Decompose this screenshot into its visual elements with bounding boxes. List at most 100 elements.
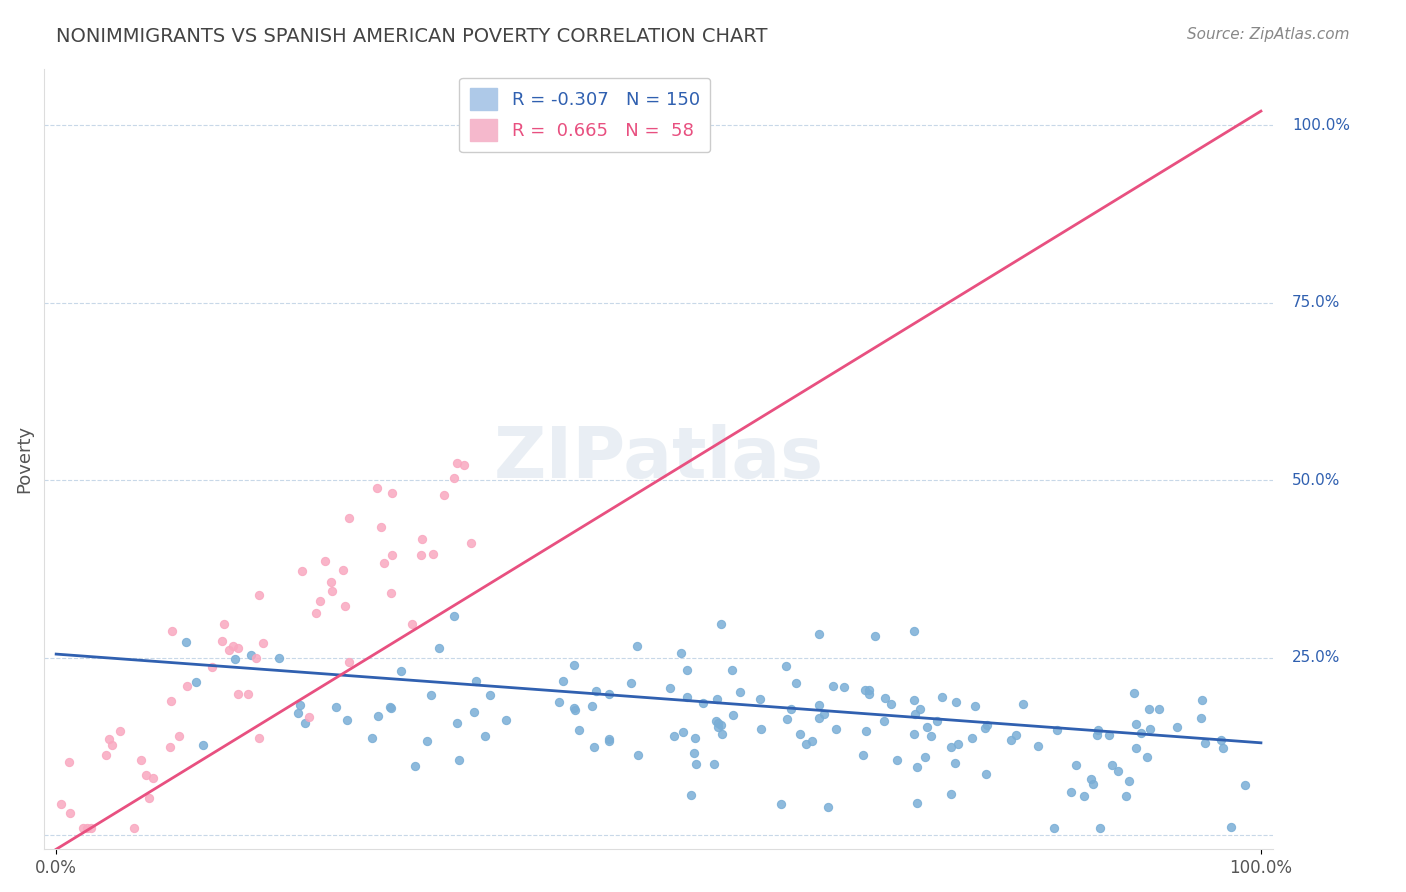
Point <box>675 664 697 678</box>
Point <box>1122 686 1144 700</box>
Point <box>159 739 181 754</box>
Point <box>1147 702 1170 716</box>
Point <box>710 617 733 632</box>
Point <box>419 688 441 702</box>
Point <box>562 658 585 673</box>
Point <box>598 687 620 701</box>
Point <box>80 821 103 835</box>
Point <box>672 725 695 739</box>
Point <box>319 574 342 589</box>
Point <box>785 676 807 690</box>
Point <box>598 732 620 747</box>
Point <box>769 797 792 811</box>
Point <box>495 713 517 727</box>
Point <box>915 720 938 734</box>
Point <box>108 723 131 738</box>
Point <box>683 746 706 760</box>
Point <box>598 734 620 748</box>
Point <box>1191 693 1213 707</box>
Point <box>704 714 727 728</box>
Point <box>1060 785 1083 799</box>
Point <box>422 547 444 561</box>
Point <box>49 797 72 811</box>
Point <box>447 753 470 767</box>
Point <box>706 691 728 706</box>
Point <box>675 690 697 705</box>
Point <box>903 624 925 638</box>
Point <box>685 757 707 772</box>
Point <box>808 698 831 713</box>
Point <box>378 700 401 714</box>
Point <box>160 694 183 708</box>
Point <box>411 533 433 547</box>
Point <box>252 636 274 650</box>
Point <box>1011 697 1033 711</box>
Point <box>692 696 714 710</box>
Point <box>671 646 693 660</box>
Point <box>903 693 925 707</box>
Point <box>1043 821 1066 835</box>
Point <box>873 714 896 729</box>
Point <box>823 679 845 693</box>
Point <box>184 674 207 689</box>
Point <box>305 606 328 620</box>
Point <box>1189 711 1212 725</box>
Point <box>433 487 456 501</box>
Point <box>562 700 585 714</box>
Point <box>76 821 98 835</box>
Point <box>236 687 259 701</box>
Point <box>858 682 880 697</box>
Point <box>401 617 423 632</box>
Point <box>138 791 160 805</box>
Point <box>239 648 262 662</box>
Point <box>226 687 249 701</box>
Point <box>389 664 412 678</box>
Point <box>245 651 267 665</box>
Point <box>1125 741 1147 756</box>
Point <box>813 707 835 722</box>
Point <box>865 629 887 643</box>
Point <box>564 702 586 716</box>
Text: 75.0%: 75.0% <box>1292 295 1340 310</box>
Point <box>904 706 927 721</box>
Point <box>1004 728 1026 742</box>
Point <box>373 556 395 570</box>
Point <box>309 594 332 608</box>
Point <box>853 682 876 697</box>
Point <box>945 695 967 709</box>
Point <box>707 720 730 734</box>
Point <box>960 731 983 746</box>
Text: ZIPatlas: ZIPatlas <box>494 425 824 493</box>
Point <box>1026 739 1049 753</box>
Point <box>404 758 426 772</box>
Point <box>463 705 485 719</box>
Legend: R = -0.307   N = 150, R =  0.665   N =  58: R = -0.307 N = 150, R = 0.665 N = 58 <box>460 78 710 153</box>
Point <box>124 821 146 835</box>
Point <box>1137 702 1160 716</box>
Point <box>381 486 404 500</box>
Point <box>298 710 321 724</box>
Point <box>1080 772 1102 787</box>
Point <box>855 724 877 739</box>
Point <box>626 639 648 653</box>
Point <box>711 727 734 741</box>
Point <box>1125 717 1147 731</box>
Text: 25.0%: 25.0% <box>1292 650 1340 665</box>
Point <box>1085 728 1108 742</box>
Point <box>366 481 388 495</box>
Text: NONIMMIGRANTS VS SPANISH AMERICAN POVERTY CORRELATION CHART: NONIMMIGRANTS VS SPANISH AMERICAN POVERT… <box>56 27 768 45</box>
Point <box>267 651 290 665</box>
Point <box>730 685 752 699</box>
Point <box>775 658 797 673</box>
Point <box>211 634 233 648</box>
Point <box>176 679 198 693</box>
Point <box>460 536 482 550</box>
Point <box>1046 723 1069 738</box>
Point <box>332 564 354 578</box>
Point <box>228 640 250 655</box>
Point <box>58 755 80 769</box>
Point <box>97 732 120 747</box>
Point <box>325 699 347 714</box>
Point <box>683 731 706 745</box>
Point <box>427 640 450 655</box>
